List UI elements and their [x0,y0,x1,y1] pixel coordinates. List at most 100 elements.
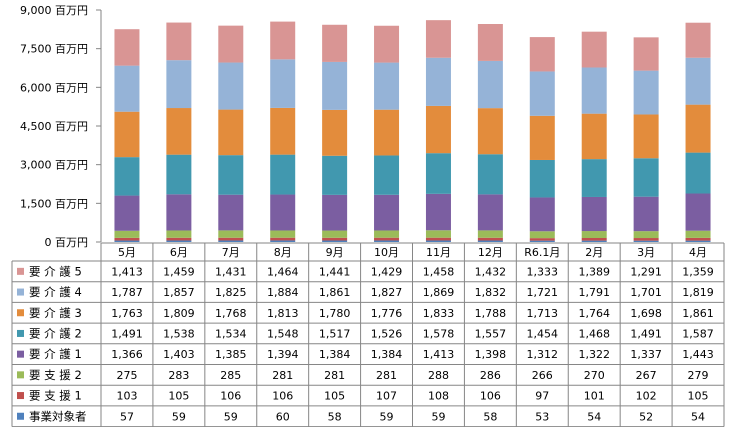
bar-segment [270,21,296,60]
legend-key [17,309,24,317]
bar-segment [581,159,607,197]
data-value: 1,468 [578,327,610,340]
bar-segment [322,61,348,110]
data-value: 1,825 [215,286,247,299]
bar-segment [685,237,711,241]
bar-segment [270,154,296,195]
data-value: 281 [376,369,397,382]
series-name: 要 介 護 1 [29,347,82,361]
bar-segment [633,114,659,159]
bar-segment [114,230,140,238]
data-value: 1,384 [371,348,403,361]
bar-segment [633,231,659,239]
data-value: 1,587 [682,327,714,340]
bar-segment [374,25,400,63]
data-value: 1,429 [371,265,403,278]
y-tick-label: 6,000 百万円 [20,81,88,94]
data-value: 1,432 [475,265,507,278]
data-value: 57 [120,410,134,423]
y-tick-label: 1,500 百万円 [20,197,88,210]
bar-segment [529,37,555,72]
bar-segment [425,237,451,241]
data-value: 1,403 [163,348,195,361]
bar-segment [322,155,348,195]
bar-segment [581,113,607,160]
bar-segment [633,158,659,197]
bar-segment [581,238,607,241]
bar-segment [425,57,451,106]
data-value: 1,713 [527,307,559,320]
bar-segment [685,57,711,105]
bar-segment [477,194,503,231]
data-value: 54 [587,410,601,423]
bar-segment [114,157,140,196]
bar-segment [581,231,607,239]
data-value: 1,819 [682,286,714,299]
data-value: 1,464 [267,265,299,278]
bar-segment [218,25,244,63]
data-value: 1,333 [527,265,559,278]
data-value: 266 [532,369,553,382]
series-name: 事業対象者 [29,409,87,423]
data-value: 97 [535,390,549,403]
bar-segment [529,238,555,241]
data-value: 1,312 [527,348,559,361]
data-value: 1,441 [319,265,351,278]
bar-segment [425,230,451,238]
y-tick-label: 0 百万円 [45,236,89,249]
bar-segment [166,240,192,242]
data-value: 1,768 [215,307,247,320]
data-value: 1,538 [163,327,195,340]
legend-key [17,412,24,420]
bar-segment [425,240,451,242]
bar-segment [166,194,192,231]
bar-segment [322,24,348,62]
bar-segment [374,109,400,156]
data-value: 1,389 [578,265,610,278]
bar-segment [218,240,244,242]
data-value: 1,833 [423,307,455,320]
data-value: 1,413 [423,348,455,361]
data-value: 101 [584,390,605,403]
series-name: 要 介 護 5 [29,264,82,278]
bar-segment [114,65,140,112]
bar-segment [685,104,711,153]
data-value: 267 [636,369,657,382]
category-label: 7月 [222,246,240,259]
data-value: 1,517 [319,327,351,340]
bar-segment [477,154,503,195]
data-value: 1,398 [475,348,507,361]
data-value: 1,557 [475,327,507,340]
data-value: 108 [428,390,449,403]
data-value: 52 [639,410,653,423]
data-value: 1,857 [163,286,195,299]
category-label: R6.1月 [524,246,560,259]
bar-segment [581,196,607,232]
data-value: 1,884 [267,286,299,299]
data-value: 1,413 [111,265,143,278]
data-value: 1,366 [111,348,143,361]
data-value: 285 [220,369,241,382]
data-value: 279 [688,369,709,382]
bar-segment [477,108,503,155]
bar-segment [425,105,451,154]
legend-key [17,288,24,296]
category-label: 2月 [585,246,603,259]
bar-segment [166,108,192,155]
y-tick-label: 3,000 百万円 [20,159,88,172]
data-value: 1,809 [163,307,195,320]
legend-key [17,371,24,379]
data-value: 1,291 [630,265,662,278]
bar-segment [166,230,192,238]
bar-segment [166,22,192,61]
bar-segment [270,240,296,242]
data-value: 1,701 [630,286,662,299]
bar-segment [633,238,659,241]
category-label: 10月 [374,246,399,259]
data-value: 288 [428,369,449,382]
bar-segment [477,23,503,61]
bar-segment [633,70,659,115]
data-value: 1,431 [215,265,247,278]
